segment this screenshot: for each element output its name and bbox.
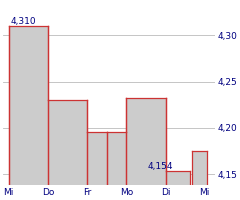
Text: 4,310: 4,310 <box>11 17 36 26</box>
Text: 4,154: 4,154 <box>148 162 174 171</box>
